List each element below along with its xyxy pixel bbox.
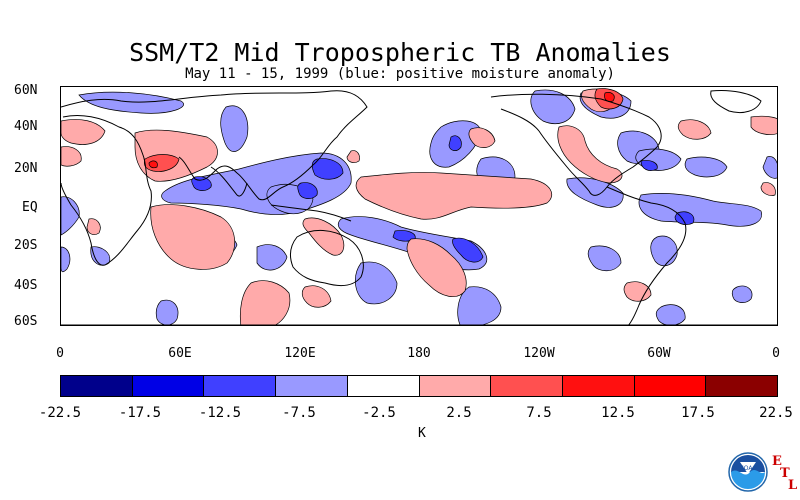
lon-label-180: 180 bbox=[407, 346, 431, 361]
logo-text: NOAA bbox=[739, 465, 757, 472]
lat-label-eq: EQ bbox=[22, 200, 38, 215]
colorbar-unit: K bbox=[418, 426, 426, 441]
lat-label-60s: 60S bbox=[14, 314, 38, 329]
colorbar-tick-label: 12.5 bbox=[601, 405, 635, 421]
colorbar-swatch bbox=[132, 376, 205, 396]
lat-label-20s: 20S bbox=[14, 238, 38, 253]
anomaly-map-svg bbox=[61, 88, 777, 325]
lat-label-40n: 40N bbox=[14, 119, 38, 134]
dry-anomaly-peaks bbox=[148, 92, 615, 169]
moist-anomaly-cores bbox=[191, 135, 695, 263]
lon-label-60w: 60W bbox=[647, 346, 671, 361]
colorbar-tick-label: 22.5 bbox=[759, 405, 793, 421]
lat-label-40s: 40S bbox=[14, 278, 38, 293]
lat-label-20n: 20N bbox=[14, 161, 38, 176]
colorbar-tick-label: -22.5 bbox=[38, 405, 82, 421]
colorbar-swatch bbox=[276, 376, 348, 396]
colorbar-swatch bbox=[347, 376, 420, 396]
colorbar-swatch bbox=[634, 376, 707, 396]
colorbar-tick-label: -17.5 bbox=[118, 405, 162, 421]
colorbar-swatch bbox=[204, 376, 277, 396]
dry-anomaly-regions bbox=[61, 88, 777, 325]
colorbar-swatch bbox=[419, 376, 492, 396]
colorbar-tick-label: 2.5 bbox=[446, 405, 472, 421]
colorbar-tick-label: -2.5 bbox=[362, 405, 396, 421]
lat-label-60n: 60N bbox=[14, 83, 38, 98]
colorbar-tick-label: -7.5 bbox=[282, 405, 316, 421]
lon-label-60e: 60E bbox=[168, 346, 192, 361]
lon-label-120w: 120W bbox=[523, 346, 555, 361]
map-title: SSM/T2 Mid Tropospheric TB Anomalies bbox=[129, 38, 671, 67]
colorbar-swatch bbox=[706, 376, 778, 396]
coastlines bbox=[61, 90, 777, 325]
colorbar-tick-label: 17.5 bbox=[681, 405, 715, 421]
noaa-logo-icon: NOAA bbox=[728, 452, 768, 492]
lon-label-0: 0 bbox=[56, 346, 64, 361]
logo-letter-t: T bbox=[780, 466, 790, 481]
lon-label-0-end: 0 bbox=[772, 346, 780, 361]
map-subtitle: May 11 - 15, 1999 (blue: positive moistu… bbox=[185, 66, 615, 82]
lon-label-120e: 120E bbox=[284, 346, 316, 361]
colorbar-tick-label: 7.5 bbox=[526, 405, 552, 421]
logo-letter-l: L bbox=[788, 478, 798, 493]
colorbar-swatch bbox=[491, 376, 563, 396]
colorbar bbox=[60, 375, 778, 397]
anomaly-map bbox=[60, 86, 778, 326]
colorbar-swatch bbox=[61, 376, 133, 396]
colorbar-swatch bbox=[562, 376, 635, 396]
logo-letter-e: E bbox=[772, 454, 782, 469]
colorbar-tick-label: -12.5 bbox=[198, 405, 242, 421]
